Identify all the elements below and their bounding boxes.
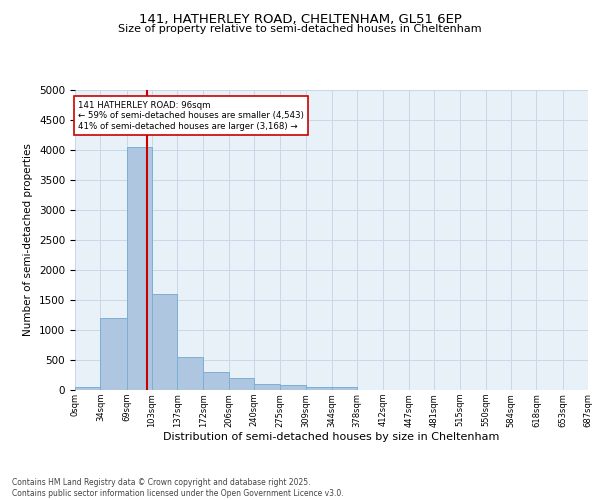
Bar	[229, 378, 254, 390]
X-axis label: Distribution of semi-detached houses by size in Cheltenham: Distribution of semi-detached houses by …	[163, 432, 500, 442]
Text: Contains HM Land Registry data © Crown copyright and database right 2025.
Contai: Contains HM Land Registry data © Crown c…	[12, 478, 344, 498]
Bar	[306, 387, 332, 390]
Y-axis label: Number of semi-detached properties: Number of semi-detached properties	[23, 144, 34, 336]
Bar	[178, 357, 203, 390]
Bar	[127, 147, 152, 390]
Bar	[280, 385, 306, 390]
Bar	[332, 387, 357, 390]
Text: 141, HATHERLEY ROAD, CHELTENHAM, GL51 6EP: 141, HATHERLEY ROAD, CHELTENHAM, GL51 6E…	[139, 12, 461, 26]
Text: Size of property relative to semi-detached houses in Cheltenham: Size of property relative to semi-detach…	[118, 24, 482, 34]
Bar	[203, 372, 229, 390]
Bar	[254, 384, 280, 390]
Text: 141 HATHERLEY ROAD: 96sqm
← 59% of semi-detached houses are smaller (4,543)
41% : 141 HATHERLEY ROAD: 96sqm ← 59% of semi-…	[78, 101, 304, 130]
Bar	[75, 387, 100, 390]
Bar	[100, 318, 127, 390]
Bar	[152, 294, 178, 390]
